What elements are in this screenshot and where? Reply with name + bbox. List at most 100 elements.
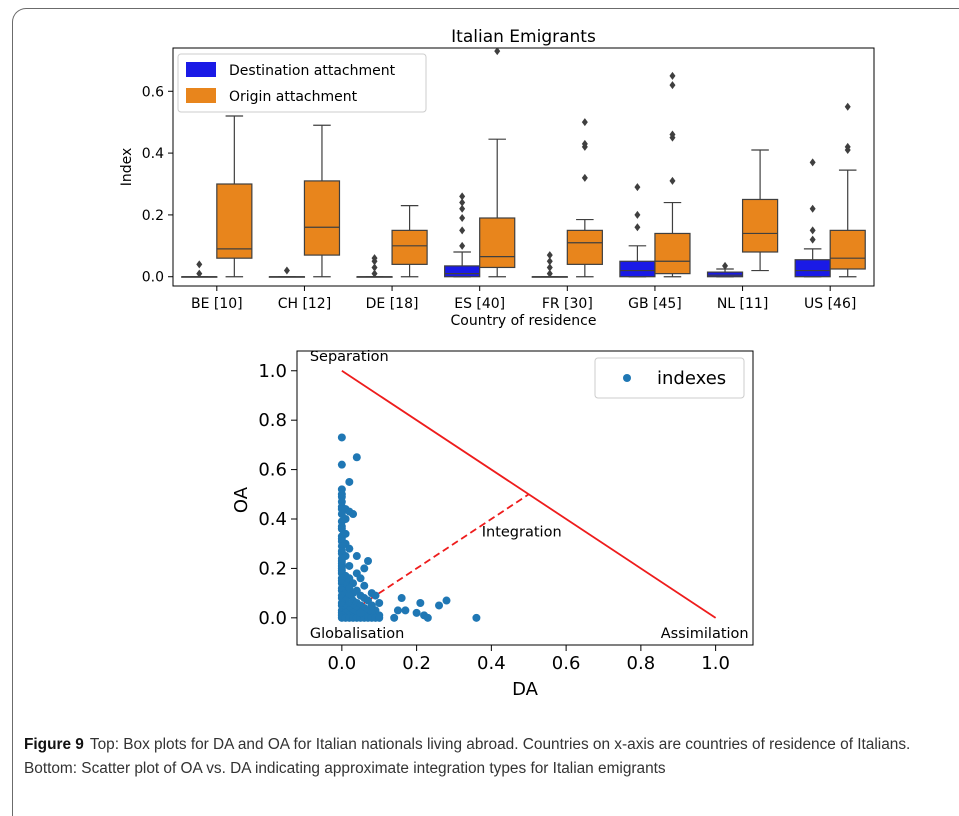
box-outlier <box>546 269 553 278</box>
box-outlier <box>809 226 816 235</box>
box-outlier <box>459 241 466 250</box>
scatter-point <box>423 613 432 622</box>
scatter-point <box>367 601 376 610</box>
scatter-point <box>356 574 365 583</box>
scatter-x-tick-label: 0.6 <box>552 653 581 674</box>
figure-caption: Figure 9 Top: Box plots for DA and OA for… <box>24 733 949 781</box>
box-outlier <box>546 251 553 260</box>
box-outlier <box>634 183 641 192</box>
box-outlier <box>546 257 553 266</box>
box-x-tick-label: CH [12] <box>278 296 332 312</box>
scatter-point <box>337 433 346 442</box>
box-outlier <box>634 223 641 232</box>
box-x-tick-label: BE [10] <box>191 296 243 312</box>
scatter-y-tick-label: 0.4 <box>258 509 287 530</box>
scatter-x-tick-label: 0.2 <box>402 653 431 674</box>
box-outlier <box>283 266 290 275</box>
box-outlier <box>546 263 553 272</box>
scatter-point <box>337 460 346 469</box>
box-outlier <box>581 139 588 148</box>
scatter-point <box>390 613 399 622</box>
scatter-point <box>375 599 384 607</box>
figure-charts: 0.0 0.2 0.4 0.6 BE [10] CH [12] DE [18] ES [40]… <box>119 27 875 700</box>
box-outlier <box>459 226 466 235</box>
box-plot-frame <box>172 47 875 287</box>
scatter-point <box>352 453 361 462</box>
box-outlier <box>196 269 203 278</box>
box-y-tick-label: 0.4 <box>142 146 164 162</box>
box-outlier <box>634 210 641 219</box>
box-outlier <box>722 261 729 270</box>
box-outlier <box>669 130 676 139</box>
box-x-tick-label: US [46] <box>804 296 856 312</box>
scatter-y-tick-label: 0.8 <box>258 410 287 431</box>
scatter-point <box>472 613 481 622</box>
box-rect <box>479 217 516 269</box>
box-legend-swatch <box>186 62 216 77</box>
box-outlier <box>669 176 676 185</box>
box-y-tick-label: 0.6 <box>142 84 164 100</box>
scatter-point <box>364 557 373 565</box>
box-rect <box>391 229 428 265</box>
box-outlier <box>581 118 588 127</box>
box-rect <box>829 229 866 270</box>
box-outlier <box>809 158 816 167</box>
box-y-axis-label: Index <box>119 148 135 187</box>
annotation-globalisation: Globalisation <box>310 626 405 642</box>
box-rect <box>303 180 341 256</box>
figure-caption-text: Top: Box plots for DA and OA for Italian… <box>24 736 911 777</box>
box-outlier <box>371 263 378 272</box>
scatter-point <box>371 591 380 600</box>
scatter-legend-frame <box>594 357 745 399</box>
scatter-y-tick-label: 0.2 <box>258 558 287 579</box>
box-outlier <box>459 198 466 207</box>
scatter-point <box>356 608 365 617</box>
box-rect <box>741 198 779 253</box>
scatter-x-tick-label: 0.0 <box>328 653 357 674</box>
scatter-point <box>345 544 354 553</box>
box-x-tick-label: GB [45] <box>628 296 682 312</box>
box-outlier <box>459 192 466 201</box>
scatter-x-tick-label: 0.4 <box>477 653 506 674</box>
box-outlier <box>809 235 816 244</box>
box-legend-swatch <box>186 88 216 103</box>
box-outlier <box>844 102 851 111</box>
scatter-point <box>375 613 384 622</box>
box-outlier <box>371 269 378 278</box>
box-rect <box>216 183 253 259</box>
scatter-point <box>345 584 354 593</box>
scatter-plot-frame <box>296 350 754 646</box>
scatter-point <box>349 510 358 519</box>
box-legend-label: Origin attachment <box>229 89 358 105</box>
scatter-point <box>397 594 406 603</box>
box-outlier <box>196 260 203 269</box>
box-x-tick-label: NL [11] <box>717 296 768 312</box>
box-outlier <box>581 173 588 182</box>
annotation-separation: Separation <box>310 349 389 365</box>
box-outlier <box>459 204 466 213</box>
box-outlier <box>371 254 378 263</box>
box-rect <box>566 229 603 265</box>
scatter-y-tick-label: 0.6 <box>258 460 287 481</box>
box-x-tick-label: DE [18] <box>366 296 419 312</box>
box-outlier <box>459 214 466 222</box>
box-outlier <box>494 47 501 56</box>
scatter-point <box>442 596 451 605</box>
scatter-legend-label: indexes <box>657 368 726 389</box>
box-rect <box>619 260 656 278</box>
box-x-tick-label: ES [40] <box>454 296 505 312</box>
scatter-x-tick-label: 1.0 <box>701 653 730 674</box>
box-x-tick-label: FR [30] <box>542 296 593 312</box>
box-outlier <box>669 71 676 80</box>
scatter-y-tick-label: 1.0 <box>258 361 287 382</box>
box-x-axis-label: Country of residence <box>451 313 597 329</box>
scatter-point <box>345 477 354 486</box>
annotation-assimilation: Assimilation <box>661 626 749 642</box>
figure-label: Figure 9 <box>24 736 84 753</box>
scatter-legend-marker <box>623 374 631 382</box>
scatter-y-tick-label: 0.0 <box>258 608 287 629</box>
scatter-x-tick-label: 0.8 <box>627 653 656 674</box>
scatter-y-axis-label: OA <box>231 486 252 513</box>
scatter-point <box>352 552 361 561</box>
scatter-point <box>360 564 369 573</box>
